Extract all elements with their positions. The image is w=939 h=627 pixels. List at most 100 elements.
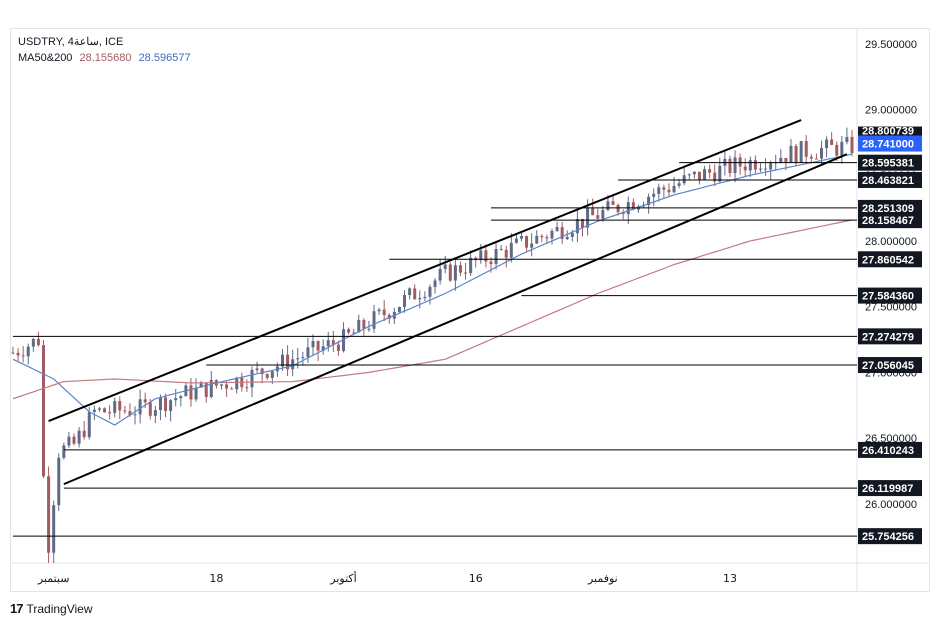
- candle-body: [830, 139, 834, 145]
- candle-body: [311, 341, 315, 348]
- candle-body: [403, 295, 407, 307]
- candle-body: [469, 257, 473, 274]
- candle-body: [728, 158, 732, 174]
- level-label: 26.410243: [862, 445, 914, 457]
- candle-body: [108, 412, 112, 414]
- tradingview-footer[interactable]: 17 TradingView: [10, 601, 93, 616]
- candle-body: [596, 215, 600, 219]
- level-label-bg: [858, 441, 922, 458]
- level-label: 28.251309: [862, 203, 914, 215]
- candle-body: [779, 157, 783, 163]
- candle-body: [316, 341, 320, 351]
- candle-body: [733, 157, 737, 174]
- candle-body: [128, 411, 132, 416]
- brand-label: TradingView: [26, 601, 93, 616]
- candle-body: [819, 148, 823, 159]
- candle-body: [753, 160, 757, 170]
- level-label: 28.595381: [862, 158, 914, 170]
- candle-body: [138, 399, 142, 415]
- candle-body: [647, 196, 651, 206]
- candle-body: [484, 250, 488, 262]
- level-label-bg: [858, 154, 922, 171]
- candle-body: [31, 338, 35, 347]
- candle-body: [530, 243, 534, 248]
- candle-body: [189, 385, 193, 400]
- candle-body: [743, 166, 747, 171]
- level-label-bg: [858, 171, 922, 188]
- candle-body: [21, 355, 25, 357]
- candle-body: [458, 265, 462, 273]
- candle-body: [270, 371, 274, 378]
- candle-body: [87, 411, 91, 438]
- candle-body: [545, 237, 549, 239]
- candle-body: [47, 476, 51, 553]
- candle-body: [235, 377, 239, 390]
- candle-body: [153, 410, 157, 416]
- level-label: 28.158467: [862, 215, 914, 227]
- ma50-line: [12, 153, 853, 426]
- candle-body: [250, 370, 254, 388]
- candle-body: [784, 157, 788, 163]
- level-label: 27.584360: [862, 291, 914, 303]
- candle-body: [16, 352, 20, 356]
- candle-body: [199, 382, 203, 388]
- candle-body: [809, 156, 813, 159]
- candle-body: [672, 185, 676, 193]
- candle-body: [301, 357, 305, 359]
- tradingview-logo-icon: 17: [10, 601, 24, 616]
- chart-frame[interactable]: [10, 28, 930, 592]
- candle-body: [260, 368, 264, 375]
- partial-label-bg: [858, 126, 922, 137]
- candle-body: [408, 288, 412, 296]
- candle-body: [11, 352, 15, 354]
- candle-body: [204, 382, 208, 397]
- candle-body: [565, 236, 569, 239]
- candle-body: [225, 384, 229, 389]
- candle-body: [652, 193, 656, 197]
- candle-body: [606, 201, 610, 210]
- candle-body: [397, 306, 401, 312]
- candle-body: [92, 409, 96, 412]
- candle-body: [164, 397, 168, 412]
- candle-body: [372, 311, 376, 329]
- candle-body: [443, 264, 447, 269]
- candle-body: [677, 183, 681, 186]
- x-tick-label: 16: [469, 572, 483, 585]
- candle-body: [789, 145, 793, 163]
- candle-body: [194, 387, 198, 400]
- candle-body: [118, 401, 122, 411]
- candle-body: [377, 309, 381, 312]
- candle-body: [413, 288, 417, 300]
- candle-body: [158, 397, 162, 411]
- candle-body: [748, 160, 752, 171]
- y-tick-label: 29.000000: [865, 104, 917, 116]
- candle-body: [519, 236, 523, 239]
- level-label-bg: [858, 357, 922, 374]
- candle-body: [219, 384, 223, 386]
- y-tick-label: 28.000000: [865, 236, 917, 248]
- candle-body: [825, 139, 829, 149]
- candle-body: [509, 242, 513, 258]
- chart-header-indicators: MA50&200 28.155680 28.596577: [18, 52, 195, 64]
- candle-body: [367, 328, 371, 330]
- candle-body: [845, 136, 849, 142]
- current-price-bg: [858, 135, 922, 152]
- candle-body: [245, 387, 249, 389]
- x-tick-label: سبتمبر: [37, 572, 70, 585]
- candle-body: [72, 436, 76, 444]
- candle-body: [667, 189, 671, 193]
- level-label-bg: [858, 251, 922, 268]
- candle-body: [347, 329, 351, 333]
- candle-body: [174, 398, 178, 401]
- candle-body: [697, 171, 701, 180]
- candle-body: [433, 280, 437, 287]
- candle-body: [601, 209, 605, 219]
- candle-body: [555, 227, 559, 231]
- candle-body: [692, 171, 696, 175]
- candle-body: [326, 340, 330, 347]
- candle-body: [840, 141, 844, 156]
- candle-body: [133, 414, 137, 416]
- level-label-bg: [858, 212, 922, 229]
- candle-body: [418, 298, 422, 300]
